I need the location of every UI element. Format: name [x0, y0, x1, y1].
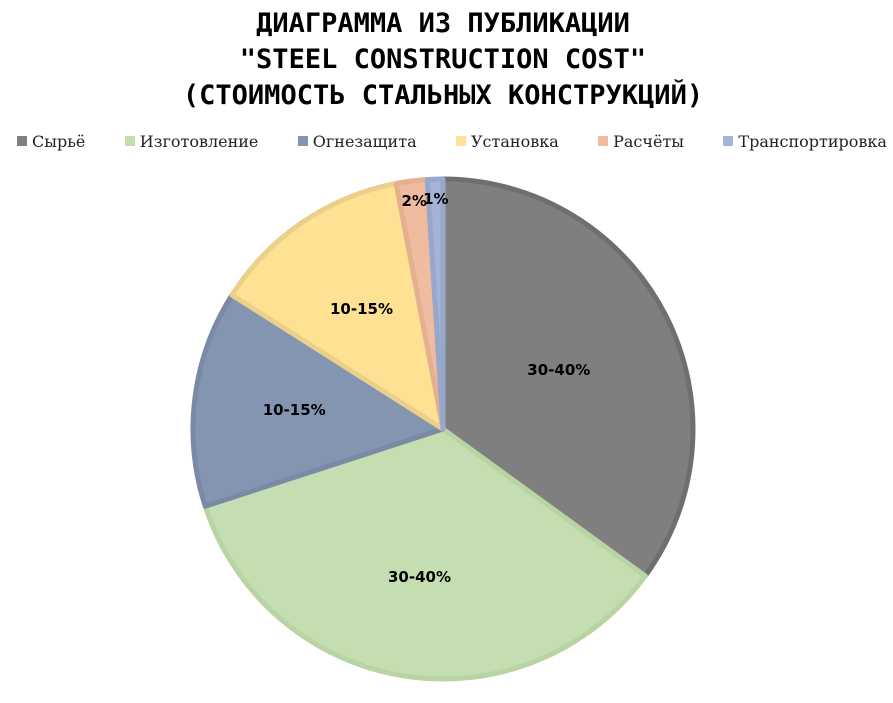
legend-item-fabrication: Изготовление	[124, 131, 259, 151]
legend-item-calculations: Расчёты	[598, 132, 684, 151]
pie-slice-raw-materials	[440, 176, 696, 579]
legend-swatch	[124, 136, 135, 146]
data-label-transportation: 1%	[423, 190, 448, 208]
pie-slice-fabrication	[202, 426, 648, 682]
legend-label: Расчёты	[613, 131, 685, 151]
legend-label: Сырьё	[32, 131, 86, 151]
legend-label: Установка	[470, 131, 559, 151]
chart-title-line-3: (СТОИМОСТЬ СТАЛЬНЫХ КОНСТРУКЦИЙ)	[182, 80, 704, 111]
legend-label: Изготовление	[139, 131, 259, 151]
data-label-fabrication: 30-40%	[388, 568, 451, 586]
pie-slice-transportation	[424, 176, 446, 432]
legend-label: Огнезащита	[312, 131, 417, 151]
data-label-installation: 10-15%	[330, 300, 393, 318]
pie-slice-installation	[229, 180, 446, 432]
chart-title-line-2: "STEEL CONSTRUCTION COST"	[239, 44, 647, 75]
legend-swatch	[17, 136, 27, 146]
chart-title-line-1: ДИАГРАММА ИЗ ПУБЛИКАЦИИ	[256, 8, 630, 39]
chart-title: ДИАГРАММА ИЗ ПУБЛИКАЦИИ "STEEL CONSTRUCT…	[0, 6, 886, 114]
data-label-calculations: 2%	[401, 192, 426, 210]
legend-item-transportation: Транспортировка	[723, 132, 887, 151]
legend-label: Транспортировка	[738, 131, 887, 151]
legend-swatch	[297, 136, 308, 146]
legend-swatch	[455, 136, 466, 146]
legend-item-raw-materials: Сырьё	[17, 132, 85, 151]
data-label-fire-protection: 10-15%	[263, 401, 326, 419]
data-label-raw-materials: 30-40%	[527, 361, 590, 379]
legend-swatch	[723, 136, 734, 146]
chart-legend: Сырьё Изготовление Огнезащита Установка …	[17, 130, 887, 152]
legend-item-installation: Установка	[455, 131, 559, 151]
legend-item-fire-protection: Огнезащита	[297, 131, 417, 151]
legend-swatch	[598, 136, 609, 146]
pie-slice-fire-protection	[190, 292, 446, 509]
